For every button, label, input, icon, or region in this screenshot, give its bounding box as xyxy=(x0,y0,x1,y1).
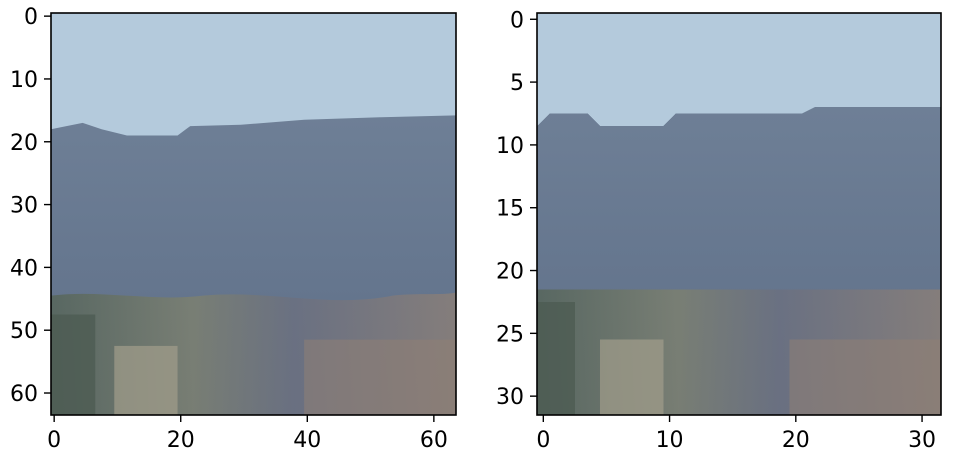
left-y-tick-label: 30 xyxy=(10,194,38,219)
left-y-tick-label: 60 xyxy=(10,382,38,407)
right-image-panel: 0 10 20 30 0 5 10 15 20 25 30 xyxy=(496,8,942,453)
left-y-tick-label: 20 xyxy=(10,131,38,156)
right-x-tick-label: 10 xyxy=(656,428,684,453)
left-y-tick-label: 0 xyxy=(24,5,38,30)
right-image xyxy=(537,13,941,415)
left-y-tick-label: 10 xyxy=(10,68,38,93)
left-x-tick-label: 0 xyxy=(47,428,61,453)
left-y-tick-label: 50 xyxy=(10,319,38,344)
left-image-panel: 0 20 40 60 0 10 20 30 40 50 60 xyxy=(10,5,457,453)
left-image xyxy=(51,13,456,415)
right-y-tick-label: 25 xyxy=(496,322,524,347)
right-y-tick-label: 30 xyxy=(496,385,524,410)
right-x-tick-label: 30 xyxy=(908,428,936,453)
right-y-tick-label: 15 xyxy=(496,197,524,222)
left-y-tick-label: 40 xyxy=(10,256,38,281)
right-y-tick-label: 0 xyxy=(510,8,524,33)
left-x-tick-label: 60 xyxy=(420,428,448,453)
left-x-tick-label: 20 xyxy=(167,428,195,453)
right-y-tick-label: 20 xyxy=(496,260,524,285)
right-x-tick-label: 20 xyxy=(782,428,810,453)
right-y-tick-label: 10 xyxy=(496,134,524,159)
right-x-tick-label: 0 xyxy=(536,428,550,453)
left-x-tick-label: 40 xyxy=(293,428,321,453)
right-y-tick-label: 5 xyxy=(510,71,524,96)
